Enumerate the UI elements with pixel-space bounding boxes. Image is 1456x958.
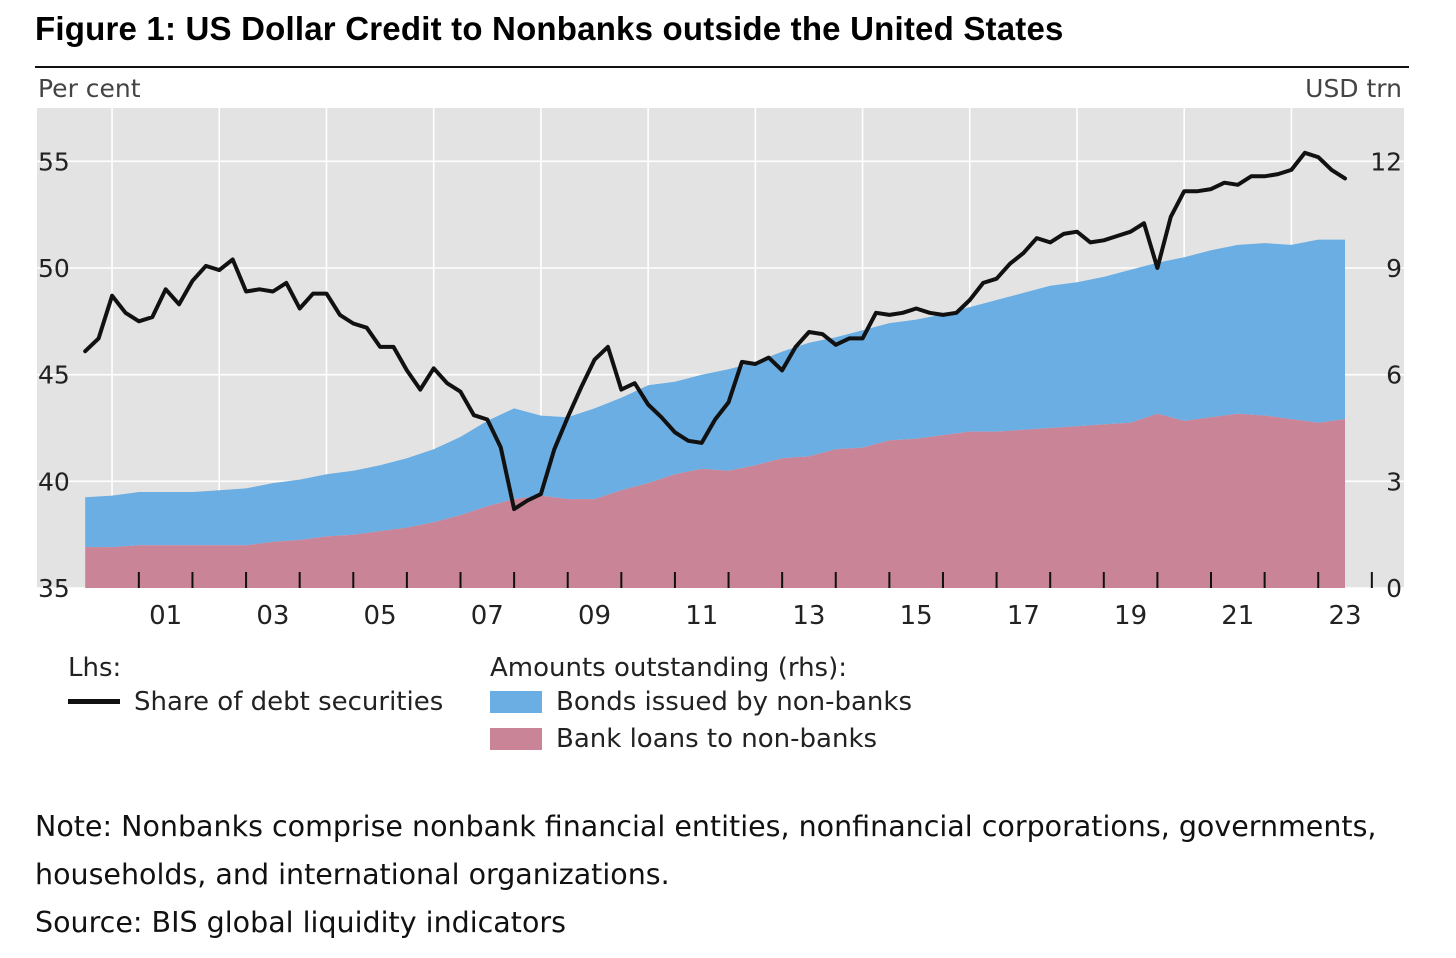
x-tick-label: 15 — [900, 601, 933, 631]
left-tick-label: 40 — [38, 467, 70, 496]
loans-area — [85, 413, 1346, 588]
note-text: Note: Nonbanks comprise nonbank financia… — [35, 810, 1377, 891]
x-tick-label: 17 — [1007, 601, 1040, 631]
right-tick-label: 12 — [1370, 147, 1402, 176]
legend-item-share: Share of debt securities — [68, 683, 443, 720]
legend-rhs: Amounts outstanding (rhs): Bonds issued … — [490, 653, 912, 757]
stacked-areas — [85, 239, 1346, 588]
right-tick-label: 6 — [1386, 361, 1402, 390]
footnote: Note: Nonbanks comprise nonbank financia… — [35, 803, 1425, 947]
right-tick-label: 0 — [1386, 574, 1402, 603]
right-tick-label: 3 — [1386, 467, 1402, 496]
legend-lhs-header: Lhs: — [68, 653, 122, 683]
x-tick-label: 21 — [1221, 601, 1254, 631]
source-text: Source: BIS global liquidity indicators — [35, 906, 566, 939]
legend-line-label: Share of debt securities — [134, 686, 444, 717]
right-axis-unit: USD trn — [1305, 74, 1402, 103]
x-tick-label: 09 — [578, 601, 611, 631]
left-tick-label: 55 — [38, 147, 70, 176]
x-tick-label: 03 — [256, 601, 289, 631]
left-axis-unit: Per cent — [38, 74, 141, 103]
legend-line-swatch — [68, 699, 120, 704]
right-tick-label: 9 — [1386, 254, 1402, 283]
x-tick-label: 07 — [471, 601, 504, 631]
bonds-area — [85, 239, 1346, 548]
legend-rhs-header: Amounts outstanding (rhs): — [490, 653, 847, 683]
legend-item-bonds: Bonds issued by non-banks — [490, 683, 912, 720]
x-tick-label: 01 — [149, 601, 182, 631]
legend-bonds-swatch — [490, 690, 542, 713]
x-tick-label: 13 — [792, 601, 825, 631]
x-tick-label: 23 — [1328, 601, 1361, 631]
left-tick-label: 35 — [38, 574, 70, 603]
line-series — [83, 150, 1347, 512]
x-tick-label: 05 — [364, 601, 397, 631]
x-tick-label: 11 — [685, 601, 718, 631]
legend-lhs: Lhs: Share of debt securities — [68, 653, 443, 720]
chart-title: Figure 1: US Dollar Credit to Nonbanks o… — [35, 10, 1064, 47]
legend-loans-label: Bank loans to non-banks — [556, 723, 878, 754]
share-of-debt-securities-line — [83, 150, 1347, 512]
x-tick-label: 19 — [1114, 601, 1147, 631]
left-tick-label: 50 — [38, 254, 70, 283]
legend-bonds-label: Bonds issued by non-banks — [556, 686, 913, 717]
title-rule — [35, 66, 1409, 68]
legend-loans-swatch — [490, 727, 542, 750]
legend-item-loans: Bank loans to non-banks — [490, 720, 912, 757]
left-tick-label: 45 — [38, 361, 70, 390]
x-axis-ticks — [137, 572, 1373, 588]
